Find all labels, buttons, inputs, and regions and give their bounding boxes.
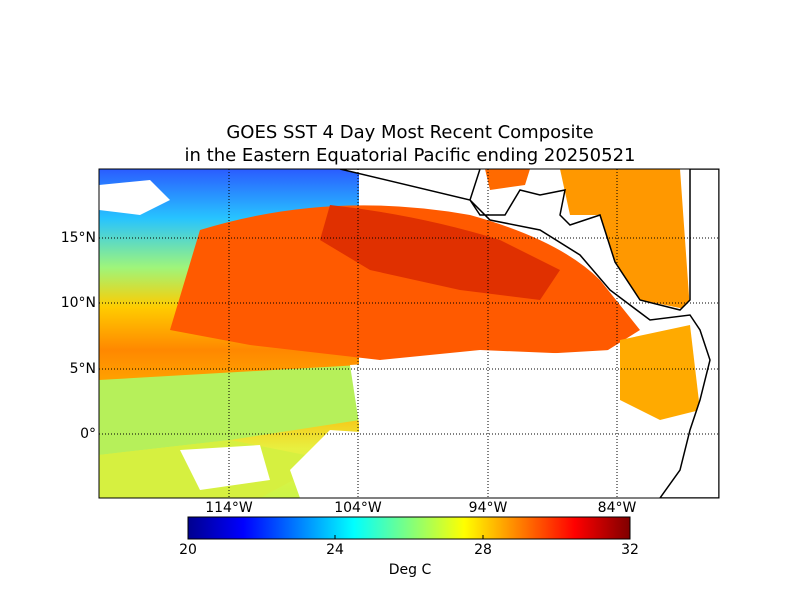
colorbar-tick-20: 20: [179, 542, 197, 558]
colorbar-tick-24: 24: [326, 542, 344, 558]
lat-label-10n: 10°N: [60, 295, 96, 311]
lat-label-0: 0°: [80, 426, 96, 442]
lon-label-84w: 84°W: [597, 500, 637, 516]
lon-label-114w: 114°W: [205, 500, 253, 516]
map-title-line-2: in the Eastern Equatorial Pacific ending…: [184, 145, 636, 166]
lon-label-94w: 94°W: [468, 500, 508, 516]
colorbar-label: Deg C: [388, 562, 432, 578]
sst-field: [99, 169, 719, 498]
map-frame: [98, 168, 720, 499]
lat-label-5n: 5°N: [69, 361, 96, 377]
colorbar: [187, 516, 631, 540]
graticule: [99, 169, 719, 498]
lon-label-104w: 104°W: [334, 500, 382, 516]
map-title-line-1: GOES SST 4 Day Most Recent Composite: [226, 122, 594, 143]
colorbar-ticks: [187, 535, 631, 539]
colorbar-tick-28: 28: [474, 542, 492, 558]
colorbar-tick-32: 32: [621, 542, 639, 558]
lat-label-15n: 15°N: [60, 230, 96, 246]
